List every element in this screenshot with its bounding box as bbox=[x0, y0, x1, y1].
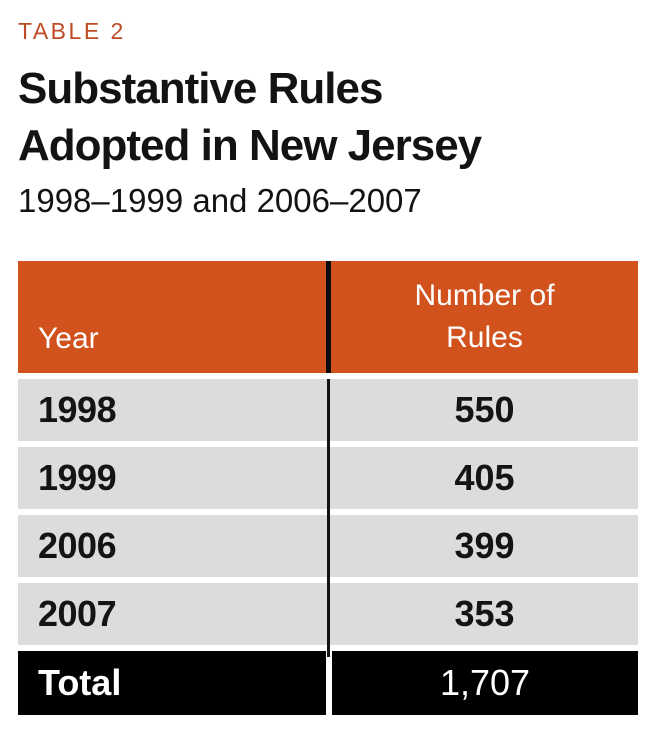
value-cell: 550 bbox=[454, 389, 515, 430]
column-header-rules: Number of Rules bbox=[331, 261, 638, 373]
year-cell: 1998 bbox=[38, 389, 117, 430]
value-cell: 353 bbox=[454, 593, 515, 634]
total-label-cell: Total bbox=[18, 651, 326, 715]
column-header-rules-label: Number of Rules bbox=[414, 279, 555, 354]
year-cell: 2007 bbox=[38, 593, 117, 634]
value-cell: 399 bbox=[454, 525, 515, 566]
rules-table: Year Number of Rules 1998 550 1999 405 2… bbox=[18, 261, 638, 715]
figure-title-line1: Substantive Rules bbox=[18, 64, 383, 113]
value-cell: 405 bbox=[454, 457, 515, 498]
year-cell: 2006 bbox=[38, 525, 117, 566]
table-total-row: Total 1,707 bbox=[18, 651, 638, 715]
figure-heading: TABLE 2 Substantive Rules Adopted in New… bbox=[18, 17, 640, 221]
table-number-label: TABLE 2 bbox=[18, 18, 126, 44]
column-divider bbox=[326, 261, 331, 373]
year-cell: 1999 bbox=[38, 457, 117, 498]
column-divider-body bbox=[327, 379, 330, 657]
figure-title: Substantive Rules Adopted in New Jersey bbox=[18, 60, 640, 174]
figure-subtitle: 1998–1999 and 2006–2007 bbox=[18, 182, 422, 219]
table-header-row: Year Number of Rules bbox=[18, 261, 638, 373]
total-row-divider bbox=[326, 651, 332, 715]
total-value-cell: 1,707 bbox=[332, 651, 638, 715]
figure-title-line2: Adopted in New Jersey bbox=[18, 121, 482, 170]
column-header-year: Year bbox=[38, 322, 99, 355]
table-body: 1998 550 1999 405 2006 399 2007 353 Tota… bbox=[18, 379, 638, 715]
